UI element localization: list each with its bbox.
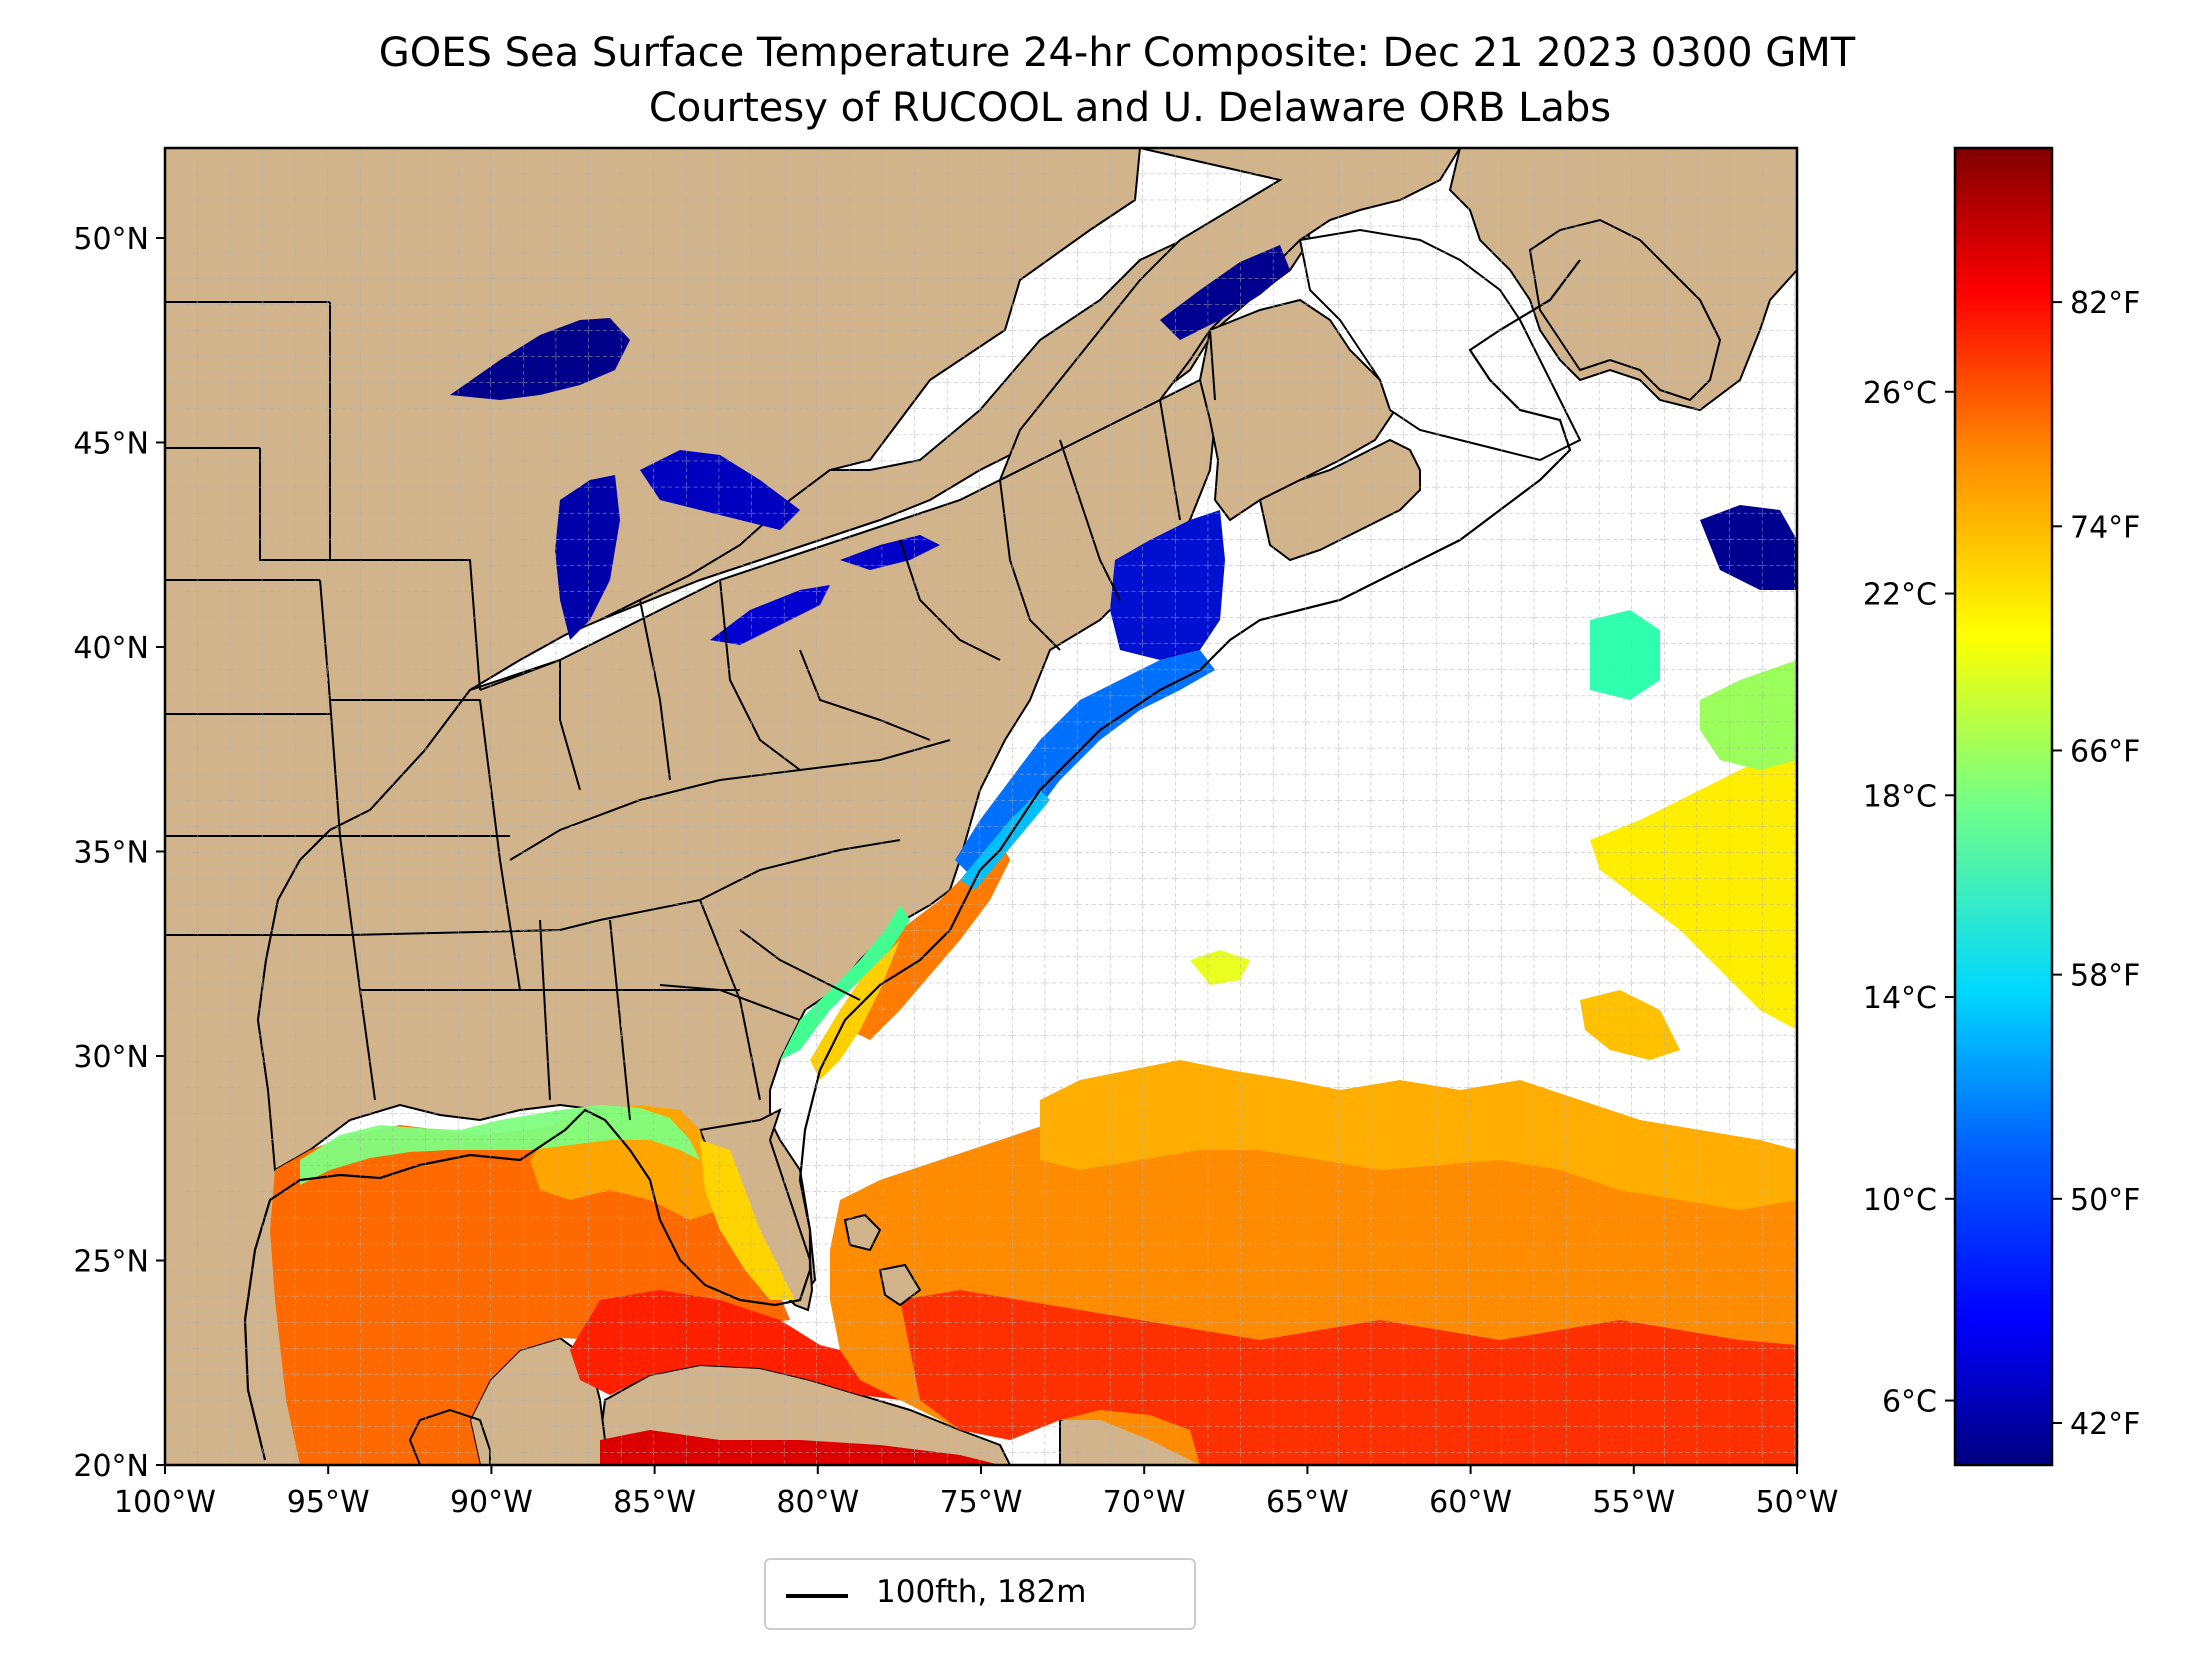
- lon-tick-labels: 100°W 95°W 90°W 85°W 80°W 75°W 70°W 65°W 60°W 55°…: [114, 1465, 1838, 1520]
- colorbar-fahrenheit-label: 74°F: [2070, 510, 2140, 545]
- lat-tick-label: 35°N: [73, 835, 149, 870]
- lat-tick-label: 40°N: [73, 631, 149, 666]
- colorbar-celsius-label: 18°C: [1863, 779, 1937, 814]
- title-line2: Courtesy of RUCOOL and U. Delaware ORB L…: [649, 85, 1611, 131]
- colorbar-celsius-label: 10°C: [1863, 1183, 1937, 1218]
- lat-tick-label: 30°N: [73, 1040, 149, 1075]
- lon-tick-label: 60°W: [1429, 1485, 1512, 1520]
- title-line1: GOES Sea Surface Temperature 24-hr Compo…: [379, 30, 1856, 76]
- colorbar-fahrenheit-ticks: 82°F 74°F 66°F 58°F 50°F 42°F: [2052, 286, 2140, 1442]
- lat-tick-label: 20°N: [73, 1449, 149, 1484]
- gridlines: [165, 148, 1797, 1465]
- legend: 100fth, 182m: [764, 1558, 1196, 1630]
- lon-tick-label: 75°W: [940, 1485, 1023, 1520]
- colorbar-fahrenheit-label: 58°F: [2070, 959, 2140, 994]
- lon-tick-label: 65°W: [1266, 1485, 1349, 1520]
- colorbar-celsius-label: 6°C: [1882, 1385, 1937, 1420]
- colorbar-celsius-label: 22°C: [1863, 578, 1937, 613]
- lat-tick-labels: 50°N 45°N 40°N 35°N 30°N 25°N 20°N: [73, 222, 165, 1484]
- lon-tick-label: 100°W: [114, 1485, 216, 1520]
- lon-tick-label: 70°W: [1103, 1485, 1186, 1520]
- legend-label: 100fth, 182m: [876, 1574, 1087, 1610]
- lon-tick-label: 85°W: [613, 1485, 696, 1520]
- lon-tick-label: 55°W: [1592, 1485, 1675, 1520]
- colorbar-celsius-label: 14°C: [1863, 981, 1937, 1016]
- legend-line-swatch: [786, 1594, 848, 1598]
- lat-tick-label: 50°N: [73, 222, 149, 257]
- lat-tick-label: 45°N: [73, 426, 149, 461]
- colorbar-fahrenheit-label: 66°F: [2070, 734, 2140, 769]
- colorbar-celsius-label: 26°C: [1863, 376, 1937, 411]
- lat-tick-label: 25°N: [73, 1244, 149, 1279]
- colorbar: 26°C 22°C 18°C 14°C 10°C 6°C 82°F 74°F 66°F 58°F…: [1863, 146, 2140, 1467]
- lon-tick-label: 80°W: [776, 1485, 859, 1520]
- colorbar-fahrenheit-label: 50°F: [2070, 1183, 2140, 1218]
- colorbar-fahrenheit-label: 42°F: [2070, 1407, 2140, 1442]
- lon-tick-label: 90°W: [450, 1485, 533, 1520]
- colorbar-celsius-ticks: 26°C 22°C 18°C 14°C 10°C 6°C: [1863, 376, 1955, 1420]
- lon-tick-label: 50°W: [1756, 1485, 1839, 1520]
- lon-tick-label: 95°W: [287, 1485, 370, 1520]
- map-panel: [165, 148, 1797, 1465]
- colorbar-gradient: [1953, 146, 2054, 1467]
- colorbar-fahrenheit-label: 82°F: [2070, 286, 2140, 321]
